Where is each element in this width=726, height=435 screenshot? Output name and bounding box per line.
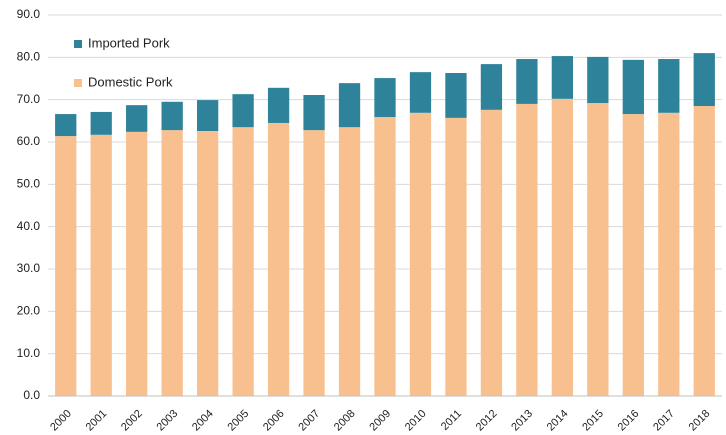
bar-segment xyxy=(480,64,503,110)
bar-segment xyxy=(516,59,538,104)
x-tick-label: 2009 xyxy=(367,408,393,434)
bar-segment xyxy=(480,109,503,397)
legend-swatch xyxy=(74,79,82,87)
x-tick-label: 2008 xyxy=(332,408,358,434)
x-tick-label: 2004 xyxy=(190,408,216,434)
bar-segment xyxy=(126,131,148,396)
bar-segment xyxy=(267,87,290,123)
x-tick-label: 2010 xyxy=(403,408,429,434)
legend-swatch xyxy=(74,40,82,48)
y-tick-label: 50.0 xyxy=(17,177,41,191)
x-tick-label: 2003 xyxy=(155,408,181,434)
y-tick-label: 40.0 xyxy=(17,219,41,233)
bar-segment xyxy=(693,53,715,107)
x-tick-label: 2016 xyxy=(616,408,642,434)
x-tick-label: 2011 xyxy=(439,408,464,433)
x-tick-label: 2001 xyxy=(84,408,110,434)
bar-segment xyxy=(587,56,609,104)
bar-segment xyxy=(445,117,467,397)
y-tick-label: 60.0 xyxy=(17,134,41,148)
x-tick-label: 2002 xyxy=(119,408,145,434)
bar-segment xyxy=(658,112,680,396)
bar-segment xyxy=(303,130,325,396)
y-tick-label: 90.0 xyxy=(17,7,41,21)
bar-segment xyxy=(374,117,396,397)
y-tick-label: 70.0 xyxy=(17,92,41,106)
y-tick-label: 0.0 xyxy=(23,388,40,402)
bar-segment xyxy=(90,111,112,135)
x-tick-label: 2005 xyxy=(225,408,251,434)
x-tick-label: 2012 xyxy=(474,408,500,434)
x-tick-label: 2006 xyxy=(261,408,287,434)
x-tick-label: 2014 xyxy=(545,408,571,434)
bar-segment xyxy=(409,72,432,113)
y-tick-label: 30.0 xyxy=(17,261,41,275)
bar-segment xyxy=(196,100,219,131)
x-tick-label: 2018 xyxy=(687,408,713,434)
bar-segment xyxy=(232,127,254,396)
bar-segment xyxy=(126,105,148,132)
x-tick-label: 2000 xyxy=(48,408,74,434)
bar-segment xyxy=(658,59,680,113)
bar-segment xyxy=(303,95,325,131)
bar-segment xyxy=(338,127,361,396)
bar-segment xyxy=(267,122,290,396)
bar-segment xyxy=(551,98,574,396)
bar-segment xyxy=(622,59,644,115)
bar-segment xyxy=(445,72,467,118)
y-tick-label: 80.0 xyxy=(17,50,41,64)
bar-segment xyxy=(232,94,254,128)
y-tick-label: 10.0 xyxy=(17,346,41,360)
bar-segment xyxy=(516,103,538,397)
x-tick-label: 2007 xyxy=(296,408,322,434)
bar-segment xyxy=(90,134,112,396)
bar-segment xyxy=(161,101,183,131)
bar-segment xyxy=(55,136,77,396)
y-tick-label: 20.0 xyxy=(17,304,41,318)
bar-segment xyxy=(161,130,183,396)
x-tick-label: 2017 xyxy=(651,408,677,434)
legend-label: Domestic Pork xyxy=(88,74,173,89)
bar-segment xyxy=(338,83,361,128)
bar-segment xyxy=(409,112,432,396)
bar-segment xyxy=(693,106,715,397)
bar-segment xyxy=(587,103,609,396)
x-tick-label: 2013 xyxy=(509,408,535,434)
bar-segment xyxy=(196,130,219,396)
x-tick-label: 2015 xyxy=(580,408,606,434)
legend-label: Imported Pork xyxy=(88,35,170,50)
bar-segment xyxy=(622,114,644,396)
bar-segment xyxy=(374,78,396,118)
bar-segment xyxy=(55,114,77,137)
bar-segment xyxy=(551,56,574,99)
